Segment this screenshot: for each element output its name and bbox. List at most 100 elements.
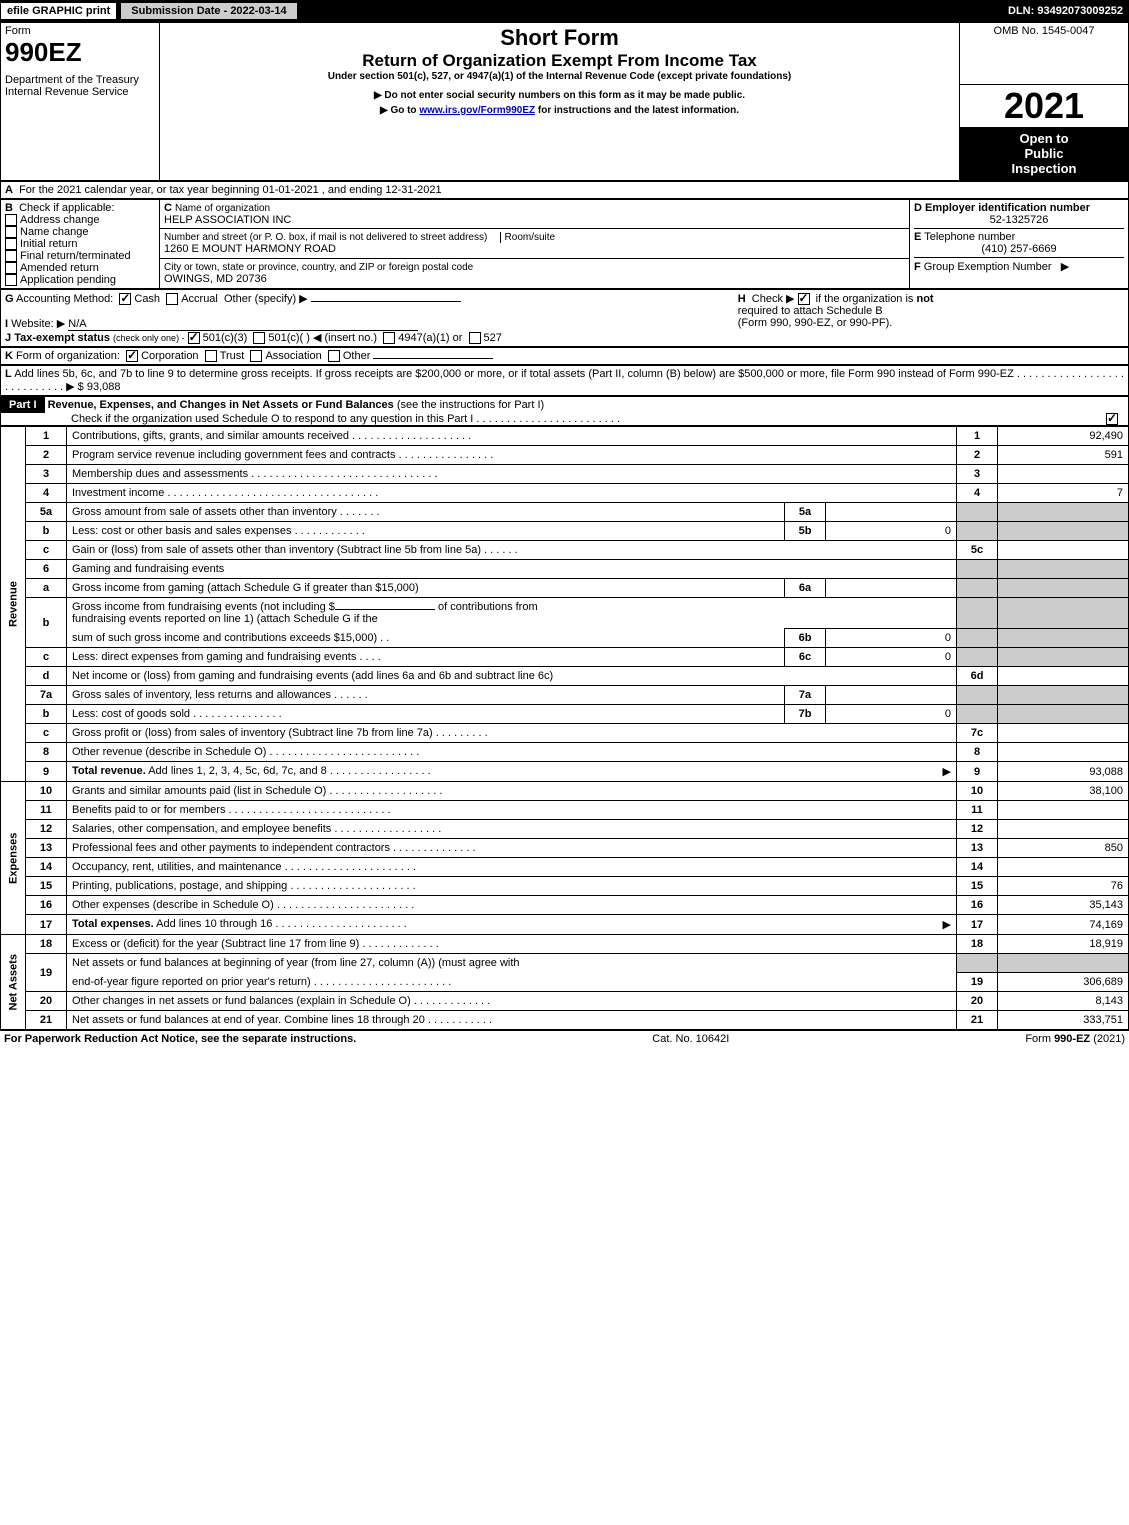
l12-num: 12	[26, 820, 67, 839]
label-c: C	[164, 202, 172, 214]
j-title: Tax-exempt status	[14, 332, 110, 344]
opt-4947: 4947(a)(1) or	[398, 332, 462, 344]
section-k-cell: K Form of organization: Corporation Trus…	[1, 348, 1129, 365]
tax-year: 2021	[960, 85, 1128, 127]
l6b-grey1	[957, 598, 998, 629]
chk-accrual[interactable]	[166, 293, 178, 305]
l17-val: 74,169	[998, 915, 1129, 935]
d-title: Employer identification number	[925, 202, 1090, 214]
l-arrow: ▶	[66, 381, 74, 393]
part1-header-table: Part I Revenue, Expenses, and Changes in…	[0, 396, 1129, 426]
chk-other-org[interactable]	[328, 350, 340, 362]
l7a-num: 7a	[26, 686, 67, 705]
sections-gh-table: G Accounting Method: Cash Accrual Other …	[0, 289, 1129, 347]
l20-num: 20	[26, 991, 67, 1010]
l19-num: 19	[26, 954, 67, 992]
efile-label[interactable]: efile GRAPHIC print	[0, 2, 117, 20]
l6d-val	[998, 667, 1129, 686]
chk-address-change[interactable]	[5, 214, 17, 226]
chk-cash[interactable]	[119, 293, 131, 305]
l10-desc: Grants and similar amounts paid (list in…	[67, 782, 957, 801]
l6b-desc1: Gross income from fundraising events (no…	[67, 598, 957, 629]
section-a-text: For the 2021 calendar year, or tax year …	[19, 184, 442, 196]
l9-box: 9	[957, 762, 998, 782]
revenue-vert-label: Revenue	[1, 427, 26, 782]
label-d: D	[914, 202, 922, 214]
footer-mid: Cat. No. 10642I	[652, 1033, 729, 1045]
year-cell: 2021 Open to Public Inspection	[960, 84, 1129, 180]
chk-initial-return[interactable]	[5, 238, 17, 250]
l11-val	[998, 801, 1129, 820]
chk-schedule-o[interactable]	[1106, 413, 1118, 425]
l5c-box: 5c	[957, 541, 998, 560]
chk-501c3[interactable]	[188, 332, 200, 344]
l21-val: 333,751	[998, 1010, 1129, 1029]
netassets-vert-label: Net Assets	[1, 935, 26, 1030]
f-arrow: ▶	[1061, 261, 1069, 273]
chk-final-return[interactable]	[5, 250, 17, 262]
part1-dots: . . . . . . . . . . . . . . . . . . . . …	[476, 413, 620, 425]
l6b-grey4	[998, 629, 1129, 648]
opt-amended-return: Amended return	[20, 262, 99, 274]
note-ssn: ▶ Do not enter social security numbers o…	[164, 90, 955, 101]
l21-desc: Net assets or fund balances at end of ye…	[67, 1010, 957, 1029]
chk-application-pending[interactable]	[5, 274, 17, 286]
l19-desc2: end-of-year figure reported on prior yea…	[67, 972, 957, 991]
l4-box: 4	[957, 484, 998, 503]
l2-desc: Program service revenue including govern…	[67, 446, 957, 465]
l5a-num: 5a	[26, 503, 67, 522]
omb-number: OMB No. 1545-0047	[964, 25, 1124, 37]
l7c-val	[998, 724, 1129, 743]
k-title: Form of organization:	[16, 350, 120, 362]
chk-schedule-b[interactable]	[798, 293, 810, 305]
irs-link[interactable]: www.irs.gov/Form990EZ	[419, 105, 535, 116]
l6a-subval	[826, 579, 957, 598]
l21-num: 21	[26, 1010, 67, 1029]
opt-527: 527	[484, 332, 502, 344]
l14-box: 14	[957, 858, 998, 877]
l9-num: 9	[26, 762, 67, 782]
chk-association[interactable]	[250, 350, 262, 362]
l13-num: 13	[26, 839, 67, 858]
header-left-cell: Form 990EZ Department of the Treasury In…	[1, 23, 160, 181]
form-header-table: Form 990EZ Department of the Treasury In…	[0, 22, 1129, 181]
l14-num: 14	[26, 858, 67, 877]
l7a-sub: 7a	[785, 686, 826, 705]
chk-name-change[interactable]	[5, 226, 17, 238]
chk-amended-return[interactable]	[5, 262, 17, 274]
l7b-num: b	[26, 705, 67, 724]
chk-501c[interactable]	[253, 332, 265, 344]
l5b-grey2	[998, 522, 1129, 541]
h-text4: (Form 990, 990-EZ, or 990-PF).	[738, 317, 893, 329]
chk-trust[interactable]	[205, 350, 217, 362]
chk-corporation[interactable]	[126, 350, 138, 362]
website-value: N/A	[68, 318, 418, 331]
section-b-cell: B Check if applicable: Address change Na…	[1, 199, 160, 289]
l18-num: 18	[26, 935, 67, 954]
label-h: H	[738, 293, 746, 305]
opt-accrual: Accrual	[181, 293, 218, 305]
l6b-subval: 0	[826, 629, 957, 648]
l6b-num: b	[26, 598, 67, 648]
footer-left: For Paperwork Reduction Act Notice, see …	[4, 1033, 356, 1045]
opt-trust: Trust	[220, 350, 245, 362]
ein-value: 52-1325726	[914, 214, 1124, 226]
l12-box: 12	[957, 820, 998, 839]
chk-527[interactable]	[469, 332, 481, 344]
l10-num: 10	[26, 782, 67, 801]
l8-desc: Other revenue (describe in Schedule O) .…	[67, 743, 957, 762]
l7c-num: c	[26, 724, 67, 743]
g-title: Accounting Method:	[16, 293, 113, 305]
chk-4947[interactable]	[383, 332, 395, 344]
l16-box: 16	[957, 896, 998, 915]
l8-num: 8	[26, 743, 67, 762]
section-c-city-cell: City or town, state or province, country…	[160, 259, 910, 289]
short-form-title: Short Form	[164, 25, 955, 51]
l7a-grey2	[998, 686, 1129, 705]
open-line2: Public	[1024, 146, 1063, 161]
l18-box: 18	[957, 935, 998, 954]
form-main-title: Return of Organization Exempt From Incom…	[164, 51, 955, 71]
l6d-box: 6d	[957, 667, 998, 686]
l19-val: 306,689	[998, 972, 1129, 991]
l1-num: 1	[26, 427, 67, 446]
